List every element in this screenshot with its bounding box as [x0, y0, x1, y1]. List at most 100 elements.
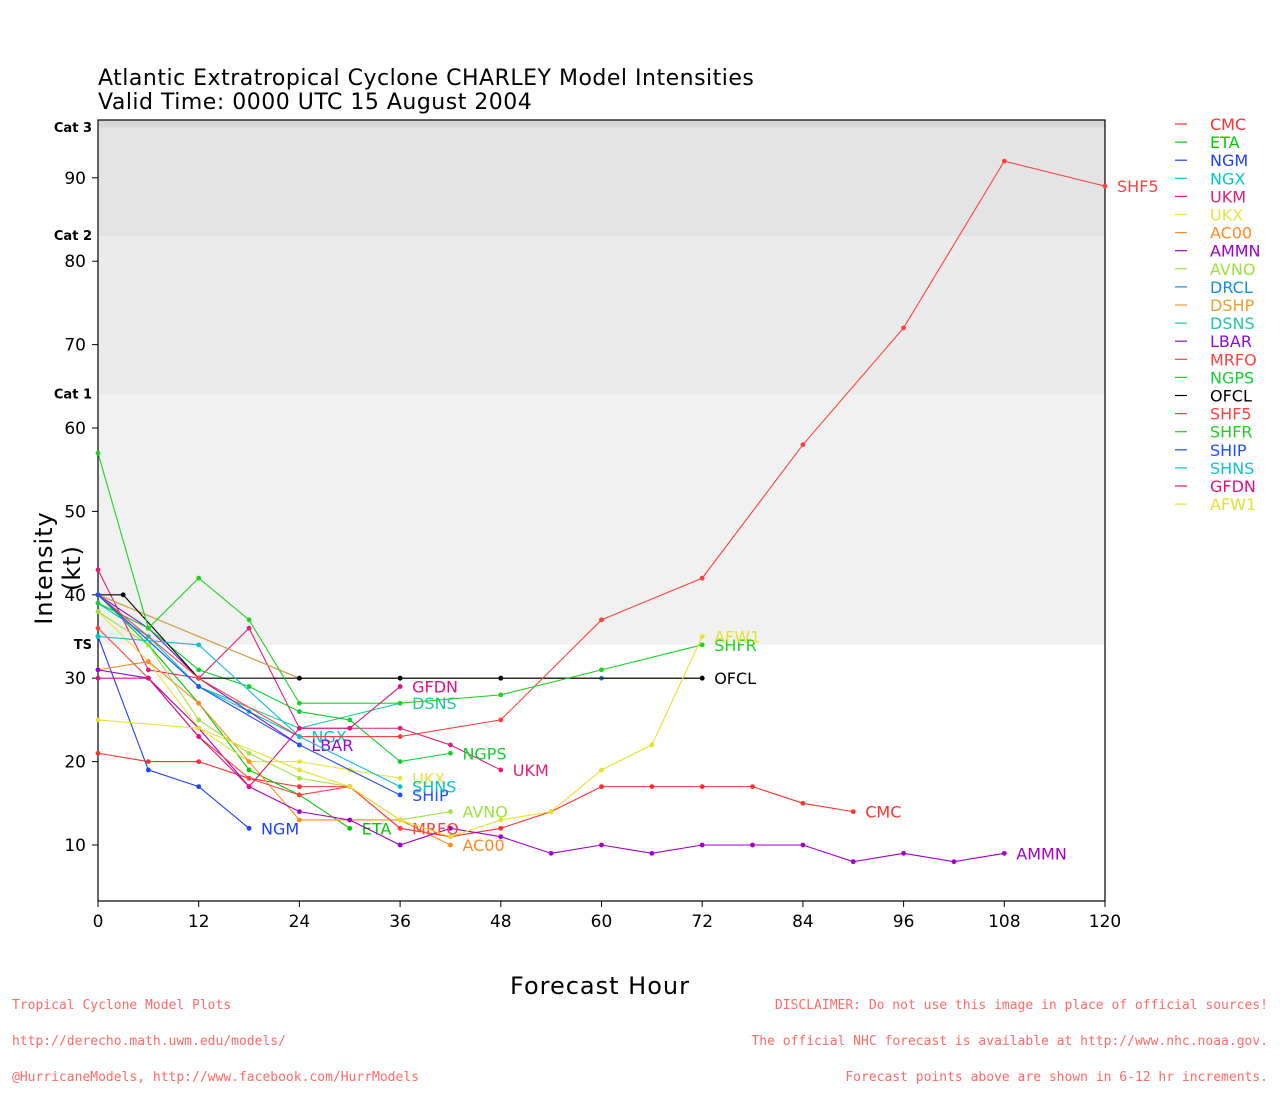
data-point — [699, 784, 705, 790]
legend-entry: GFDN — [1210, 477, 1256, 496]
legend-entry: CMC — [1210, 115, 1246, 134]
legend-entry: SHIP — [1210, 441, 1247, 460]
data-point — [95, 667, 101, 673]
data-point — [951, 859, 957, 865]
data-point — [548, 850, 554, 856]
data-point — [196, 675, 202, 681]
data-point — [246, 784, 252, 790]
data-point — [297, 742, 302, 748]
data-point — [297, 700, 302, 706]
y-tick-label: 60 — [64, 419, 86, 439]
data-point — [397, 734, 403, 739]
data-point — [397, 725, 403, 731]
data-point — [397, 759, 403, 764]
data-point — [196, 684, 202, 689]
data-point — [699, 575, 705, 581]
series-line-lbar — [97, 594, 300, 746]
series-end-label: MRFO — [412, 819, 459, 838]
footer-credits: Tropical Cyclone Model Plots http://dere… — [12, 976, 419, 1108]
data-point — [1102, 183, 1108, 189]
data-point — [95, 750, 101, 756]
series-end-label: CMC — [865, 803, 901, 822]
series-end-label: GFDN — [412, 678, 458, 697]
category-label: TS — [74, 638, 92, 653]
data-point — [498, 834, 504, 840]
category-band — [98, 236, 1105, 395]
data-point — [196, 734, 202, 739]
series-end-label: UKX — [412, 769, 445, 788]
data-point — [750, 784, 755, 790]
data-point — [297, 767, 302, 773]
data-point — [599, 767, 604, 773]
data-point — [196, 759, 202, 764]
data-point — [750, 842, 755, 848]
series-end-label: AFW1 — [714, 628, 760, 647]
x-tick-label: 0 — [93, 912, 104, 932]
legend-entry: AFW1 — [1210, 495, 1256, 514]
data-point — [145, 759, 151, 764]
series-line-ngm — [97, 636, 250, 829]
data-point — [397, 825, 403, 831]
footer-credit-line: Tropical Cyclone Model Plots — [12, 998, 232, 1013]
data-point — [145, 625, 151, 631]
series-end-label: SHF5 — [1117, 177, 1159, 196]
data-point — [800, 800, 806, 806]
legend-entry: AVNO — [1210, 260, 1255, 279]
data-point — [498, 767, 504, 773]
series-end-label: NGPS — [462, 744, 506, 763]
legend-entry: SHF5 — [1210, 405, 1252, 424]
data-point — [599, 784, 604, 790]
y-tick-label: 90 — [64, 169, 86, 189]
data-point — [397, 784, 403, 790]
data-point — [246, 617, 252, 623]
series-end-label: DSNS — [412, 694, 457, 713]
data-point — [297, 725, 302, 731]
data-point — [246, 825, 252, 831]
y-tick-label: 50 — [64, 502, 86, 522]
data-point — [246, 625, 252, 631]
x-tick-label: 96 — [893, 912, 915, 932]
data-point — [347, 717, 353, 723]
x-tick-label: 36 — [389, 912, 411, 932]
footer-disclaimer-line: DISCLAIMER: Do not use this image in pla… — [774, 998, 1268, 1013]
category-label: Cat 2 — [54, 229, 92, 244]
series-line-ngps — [97, 602, 451, 763]
data-point — [649, 784, 655, 790]
series-end-label: NGM — [261, 819, 299, 838]
series-end-label: OFCL — [714, 669, 756, 688]
x-tick-label: 108 — [988, 912, 1020, 932]
category-band — [98, 127, 1105, 237]
data-point — [599, 617, 604, 623]
y-tick-label: 10 — [64, 836, 86, 856]
data-point — [246, 684, 252, 689]
data-point — [297, 792, 302, 798]
y-tick-label: 80 — [64, 252, 86, 272]
data-point — [246, 759, 252, 764]
data-point — [347, 784, 353, 790]
x-tick-label: 72 — [691, 912, 713, 932]
legend-entry: SHFR — [1210, 423, 1253, 442]
data-point — [196, 717, 202, 723]
data-point — [120, 592, 126, 598]
legend-entry: DRCL — [1210, 278, 1253, 297]
data-point — [498, 692, 504, 698]
data-point — [397, 675, 403, 681]
footer-disclaimer: DISCLAIMER: Do not use this image in pla… — [751, 976, 1268, 1108]
data-point — [95, 450, 101, 456]
data-point — [196, 784, 202, 790]
y-tick-label: 20 — [64, 753, 86, 773]
y-axis-label: Intensity (kt) — [30, 511, 86, 625]
data-point — [1001, 158, 1007, 164]
data-point — [297, 775, 302, 781]
series-line-shns — [97, 635, 401, 788]
data-point — [699, 675, 705, 681]
data-point — [196, 725, 202, 731]
data-point — [95, 634, 101, 639]
data-point — [699, 634, 705, 639]
data-point — [95, 675, 101, 681]
data-point — [1001, 850, 1007, 856]
data-point — [397, 700, 403, 706]
data-point — [850, 859, 856, 865]
footer-credit-line: @HurricaneModels, http://www.facebook.co… — [12, 1070, 419, 1085]
data-point — [297, 759, 302, 764]
